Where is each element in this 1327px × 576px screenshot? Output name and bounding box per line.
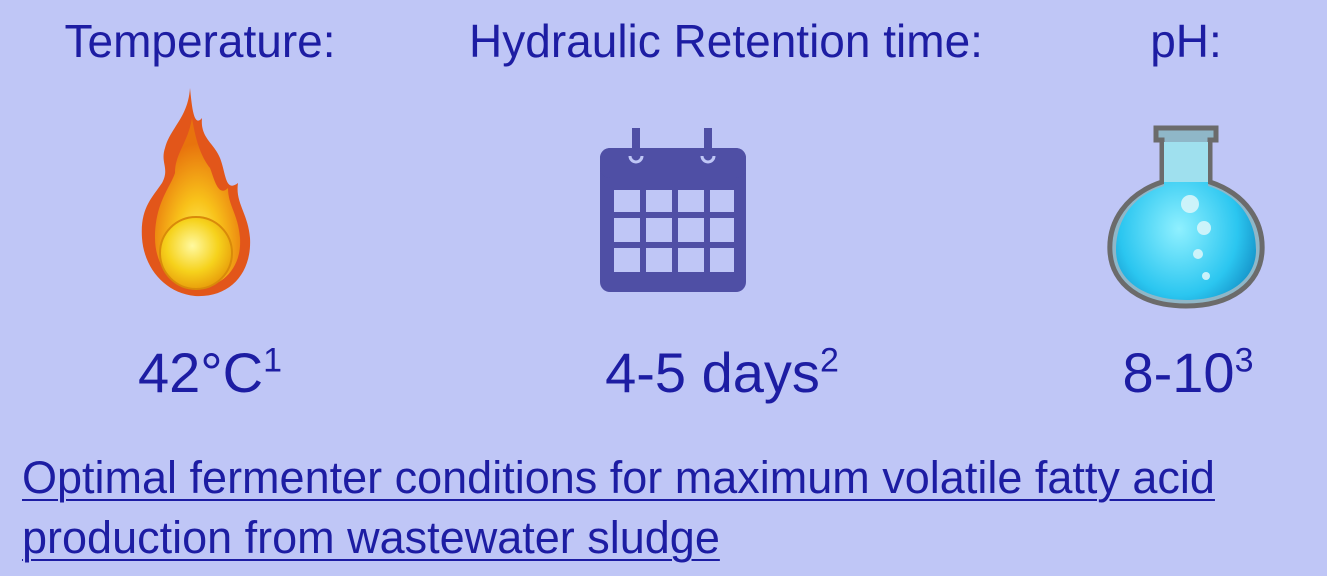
caption: Optimal fermenter conditions for maximum… [22, 448, 1322, 568]
condition-label: Hydraulic Retention time: [469, 14, 983, 68]
condition-label: pH: [1150, 14, 1222, 68]
value-text: 42°C [138, 341, 263, 404]
slide: {"conditions": [ {"label": "Temperature:… [0, 0, 1327, 576]
flask-icon [1106, 124, 1266, 310]
footnote-ref: 3 [1235, 342, 1254, 380]
condition-value: 42°C1 [138, 340, 282, 405]
flame-icon [130, 88, 260, 300]
value-text: 8-10 [1122, 341, 1234, 404]
footnote-ref: 2 [820, 342, 839, 380]
condition-label: Temperature: [64, 14, 335, 68]
condition-value: 4-5 days2 [605, 340, 839, 405]
value-text: 4-5 days [605, 341, 820, 404]
footnote-ref: 1 [263, 342, 282, 380]
calendar-icon [600, 128, 746, 292]
condition-value: 8-103 [1122, 340, 1253, 405]
